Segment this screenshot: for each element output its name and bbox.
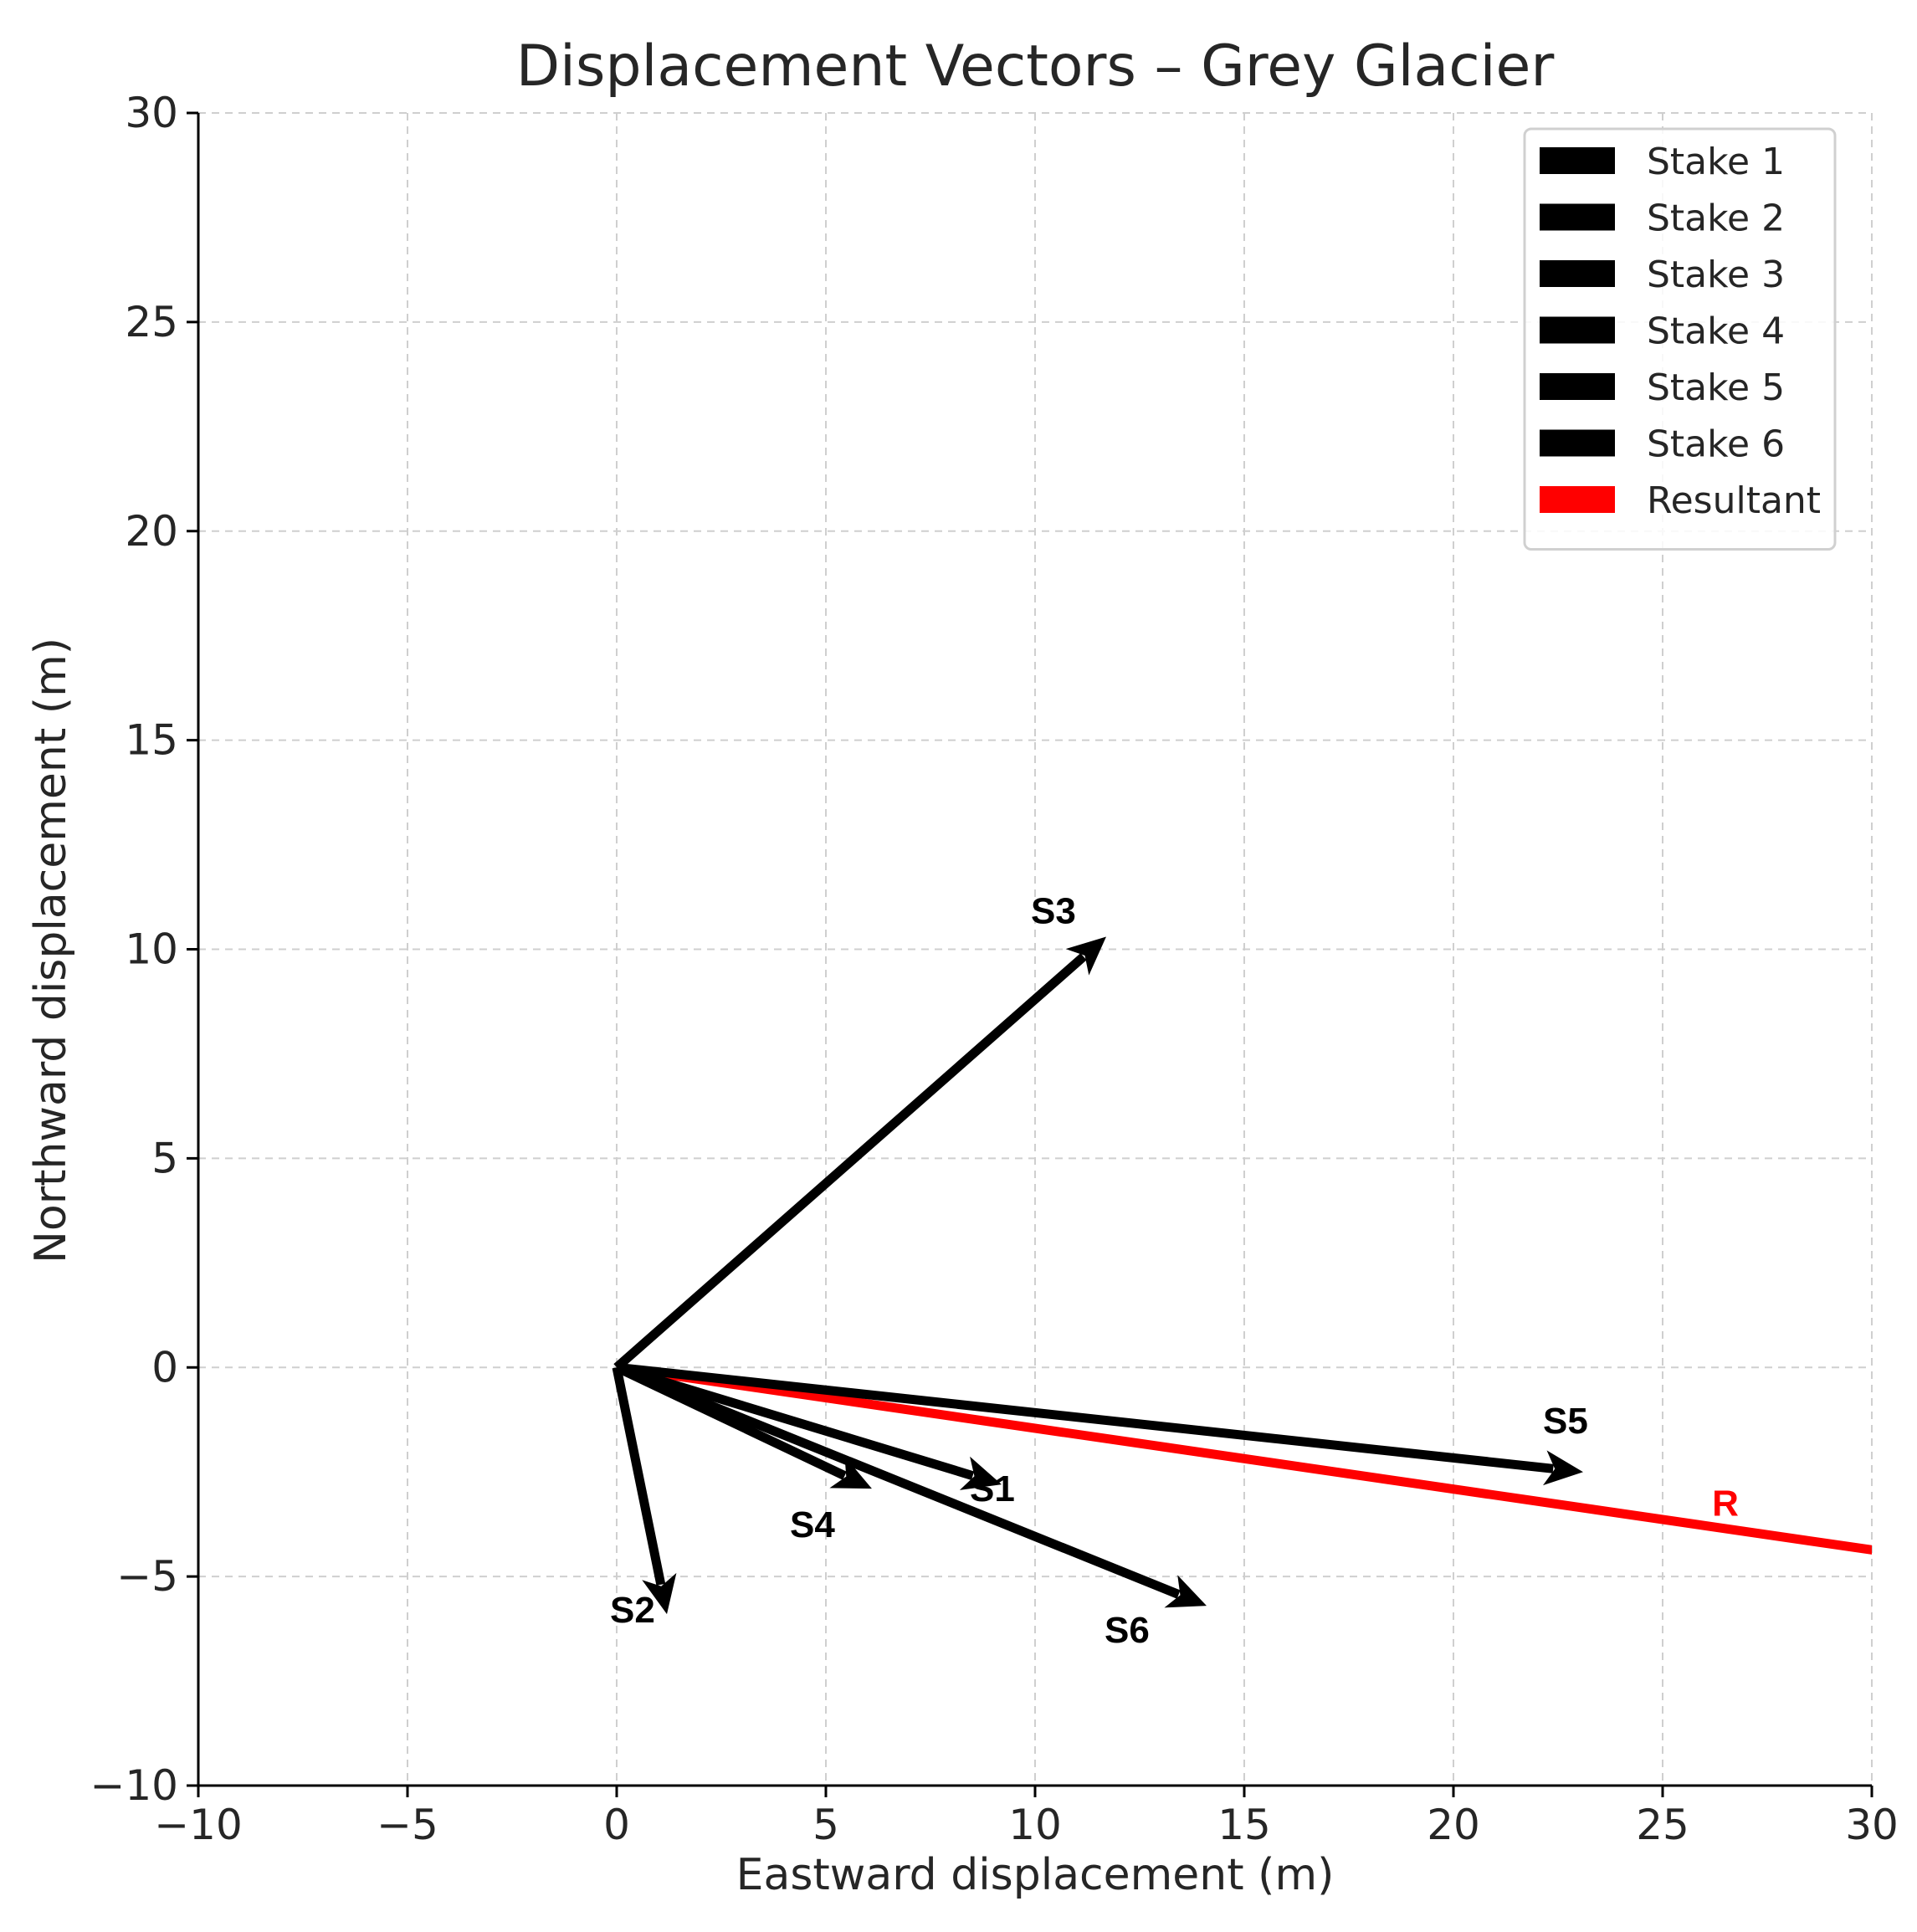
vector-label-s2: S2	[610, 1590, 655, 1631]
vector-label-r: R	[1712, 1484, 1739, 1525]
y-tick-label: 5	[151, 1134, 178, 1182]
y-axis-label: Northward displacement (m)	[26, 638, 76, 1263]
x-tick-label: 30	[1845, 1801, 1899, 1849]
x-tick-label: 25	[1636, 1801, 1689, 1849]
y-tick-label: 20	[125, 507, 178, 556]
x-axis-label: Eastward displacement (m)	[736, 1850, 1335, 1900]
vector-arrowhead	[829, 1456, 872, 1489]
legend-swatch	[1540, 373, 1615, 400]
vector-label-s3: S3	[1031, 891, 1076, 932]
vector-label-s1: S1	[970, 1468, 1015, 1509]
vector-shaft	[615, 1362, 975, 1480]
y-tick-label: 25	[125, 298, 178, 346]
x-tick-label: 5	[812, 1801, 839, 1849]
y-tick-label: 30	[125, 89, 178, 137]
legend-label: Stake 1	[1647, 141, 1785, 183]
y-tick-label: −10	[90, 1761, 178, 1810]
x-tick-label: −5	[377, 1801, 438, 1849]
legend-swatch	[1540, 316, 1615, 344]
vector-label-s4: S4	[790, 1504, 835, 1545]
legend-swatch	[1540, 486, 1615, 513]
y-tick-label: −5	[116, 1552, 178, 1601]
vector-s2	[612, 1366, 677, 1615]
vector-shaft	[616, 1362, 1554, 1473]
y-tick-label: 15	[125, 716, 178, 765]
legend-label: Resultant	[1647, 479, 1821, 522]
vector-s1	[615, 1362, 1002, 1490]
legend-swatch	[1540, 203, 1615, 231]
legend-swatch	[1540, 429, 1615, 457]
vector-label-s6: S6	[1105, 1610, 1150, 1651]
y-tick-label: 0	[151, 1343, 178, 1391]
x-tick-label: 0	[603, 1801, 630, 1849]
legend-label: Stake 4	[1647, 310, 1785, 353]
resultant-line	[616, 1362, 1872, 1555]
vector-s6	[614, 1363, 1207, 1608]
vector-arrowhead	[642, 1572, 677, 1615]
x-tick-label: 20	[1427, 1801, 1480, 1849]
vector-s5	[616, 1362, 1583, 1486]
vector-arrowhead	[1164, 1575, 1207, 1608]
vector-shaft	[613, 953, 1087, 1371]
y-tick-label: 10	[125, 925, 178, 974]
vector-s3	[613, 936, 1106, 1371]
x-tick-label: 10	[1008, 1801, 1062, 1849]
legend-label: Stake 5	[1647, 366, 1785, 409]
legend-label: Stake 3	[1647, 254, 1785, 296]
vector-arrowhead	[959, 1456, 1002, 1490]
vector-shaft	[614, 1363, 1181, 1599]
chart-title: Displacement Vectors – Grey Glacier	[516, 33, 1555, 100]
vector-arrowhead	[1543, 1450, 1583, 1486]
vector-label-s5: S5	[1543, 1401, 1588, 1442]
vector-shaft	[612, 1366, 666, 1586]
vector-arrowhead	[1065, 936, 1106, 976]
legend-label: Stake 2	[1647, 197, 1785, 240]
legend-label: Stake 6	[1647, 423, 1785, 466]
x-tick-label: −10	[154, 1801, 243, 1849]
x-tick-label: 15	[1217, 1801, 1271, 1849]
legend-swatch	[1540, 260, 1615, 287]
legend-swatch	[1540, 147, 1615, 174]
vector-r	[616, 1362, 1872, 1555]
